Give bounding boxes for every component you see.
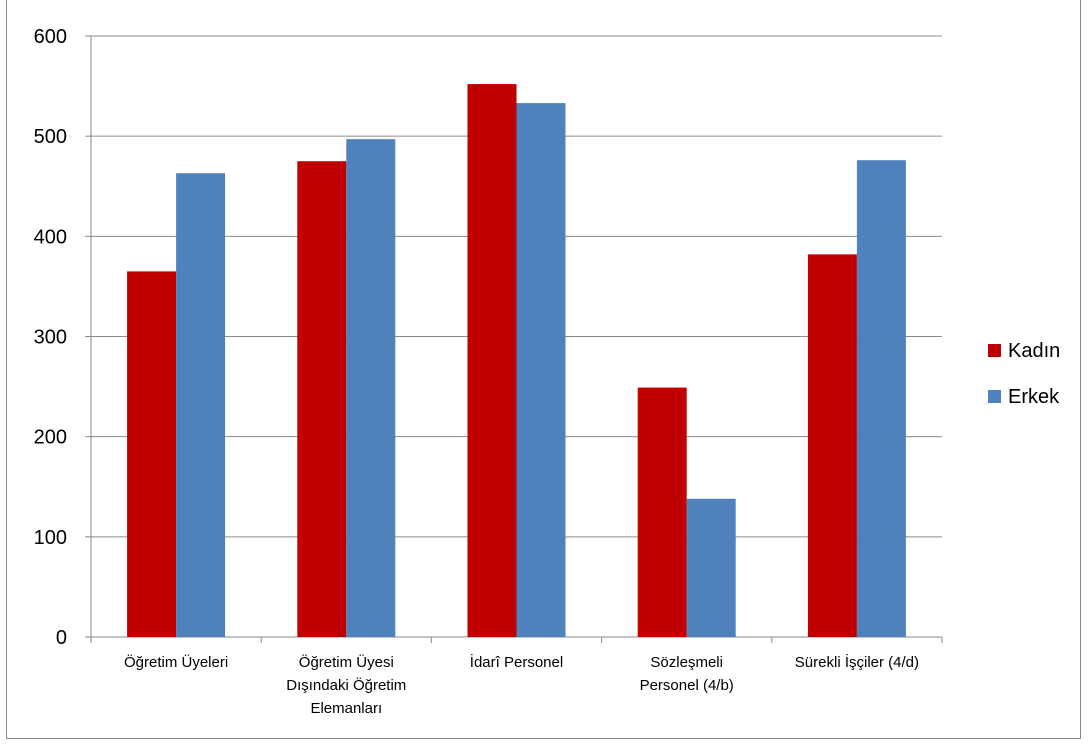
y-tick-label: 400 — [34, 226, 67, 248]
y-tick-label: 300 — [34, 327, 67, 349]
bar-erkek-1 — [176, 173, 226, 637]
legend-label-kadın: Kadın — [1008, 340, 1060, 362]
x-category-label: Elemanları — [310, 700, 382, 717]
chart-frame — [6, 0, 1081, 739]
y-tick-label: 0 — [56, 627, 67, 649]
y-tick-label: 100 — [34, 527, 67, 549]
x-category-label: İdarî Personel — [470, 653, 563, 671]
bar-kadın-4 — [637, 387, 687, 637]
y-tick-label: 600 — [34, 26, 67, 48]
legend-label-erkek: Erkek — [1008, 386, 1060, 408]
bar-kadın-1 — [127, 271, 177, 637]
y-tick-label: 500 — [34, 126, 67, 148]
x-category-label: Sürekli İşçiler (4/d) — [795, 653, 919, 671]
bar-erkek-2 — [346, 139, 396, 637]
x-category-label: Dışındaki Öğretim — [286, 676, 406, 694]
bar-kadın-3 — [467, 84, 517, 637]
legend-swatch-kadın — [988, 344, 1001, 357]
bar-erkek-3 — [516, 103, 566, 637]
x-category-label: Öğretim Üyeleri — [124, 653, 228, 671]
bar-kadın-2 — [297, 161, 347, 638]
bar-erkek-5 — [856, 160, 906, 637]
x-category-label: Öğretim Üyesi — [299, 653, 394, 671]
bar-erkek-4 — [686, 498, 736, 637]
legend-swatch-erkek — [988, 390, 1001, 403]
bar-kadın-5 — [807, 254, 857, 637]
x-category-label: Personel (4/b) — [640, 677, 734, 694]
y-tick-label: 200 — [34, 427, 67, 449]
x-category-label: Sözleşmeli — [650, 654, 723, 671]
